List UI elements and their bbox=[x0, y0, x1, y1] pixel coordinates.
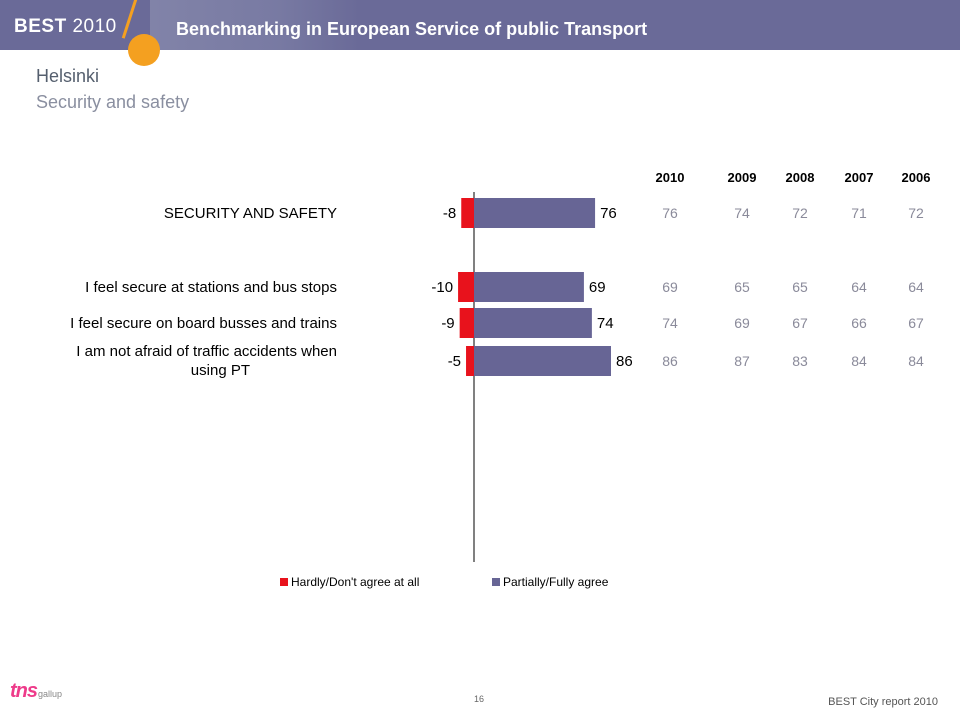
history-value: 83 bbox=[792, 353, 808, 369]
logo-gallup: gallup bbox=[38, 689, 63, 699]
data-label-positive: 74 bbox=[597, 315, 614, 332]
category-label: I feel secure on board busses and trains bbox=[70, 315, 337, 332]
brand-year: 2010 bbox=[72, 16, 117, 37]
category-label: SECURITY AND SAFETY bbox=[164, 205, 337, 222]
history-value: 84 bbox=[851, 353, 867, 369]
page-number: 16 bbox=[474, 694, 485, 704]
data-label-negative: -8 bbox=[443, 205, 456, 222]
data-label-negative: -9 bbox=[441, 315, 454, 332]
history-value: 84 bbox=[908, 353, 924, 369]
brand-logo: BEST 2010 bbox=[14, 16, 117, 38]
data-label-positive: 86 bbox=[616, 353, 633, 370]
legend-swatch-negative bbox=[280, 578, 288, 586]
brand-name: BEST bbox=[14, 16, 67, 37]
history-year-header: 2010 bbox=[656, 170, 685, 185]
category-label: I feel secure at stations and bus stops bbox=[85, 279, 337, 296]
legend-label-positive: Partially/Fully agree bbox=[503, 575, 609, 589]
tns-gallup-logo: tnsgallup bbox=[10, 680, 62, 703]
legend-label-negative: Hardly/Don't agree at all bbox=[291, 575, 420, 589]
history-value: 65 bbox=[792, 279, 808, 295]
history-year-header: 2008 bbox=[786, 170, 815, 185]
footer-report-name: BEST City report 2010 bbox=[828, 696, 938, 708]
bar-positive bbox=[474, 308, 592, 338]
bar-negative bbox=[458, 272, 474, 302]
history-value: 64 bbox=[908, 279, 924, 295]
legend-item-positive: Partially/Fully agree bbox=[492, 575, 608, 589]
history-value: 86 bbox=[662, 353, 678, 369]
bar-positive bbox=[474, 346, 611, 376]
history-value: 76 bbox=[662, 205, 678, 221]
bar-negative bbox=[466, 346, 474, 376]
history-year-header: 2009 bbox=[728, 170, 757, 185]
banner-photo bbox=[150, 0, 360, 50]
logo-tns: tns bbox=[10, 680, 38, 702]
data-label-negative: -10 bbox=[431, 279, 453, 296]
history-year-header: 2007 bbox=[845, 170, 874, 185]
header-tagline: Benchmarking in European Service of publ… bbox=[176, 19, 648, 39]
history-value: 69 bbox=[662, 279, 678, 295]
history-value: 72 bbox=[908, 205, 924, 221]
bar-negative bbox=[459, 308, 474, 338]
legend-swatch-positive bbox=[492, 578, 500, 586]
data-label-positive: 76 bbox=[600, 205, 617, 222]
data-label-negative: -5 bbox=[448, 353, 461, 370]
history-value: 67 bbox=[908, 315, 924, 331]
history-value: 72 bbox=[792, 205, 808, 221]
history-value: 69 bbox=[734, 315, 750, 331]
category-label: I am not afraid of traffic accidents whe… bbox=[76, 343, 337, 360]
bar-positive bbox=[474, 198, 596, 228]
accent-dot bbox=[128, 34, 160, 66]
history-year-header: 2006 bbox=[902, 170, 931, 185]
history-value: 67 bbox=[792, 315, 808, 331]
history-value: 71 bbox=[851, 205, 867, 221]
history-value: 64 bbox=[851, 279, 867, 295]
history-value: 66 bbox=[851, 315, 867, 331]
history-value: 74 bbox=[734, 205, 750, 221]
history-value: 65 bbox=[734, 279, 750, 295]
history-value: 74 bbox=[662, 315, 678, 331]
page-title: Helsinki bbox=[36, 66, 100, 86]
data-label-positive: 69 bbox=[589, 279, 606, 296]
bar-negative bbox=[461, 198, 474, 228]
legend-item-negative: Hardly/Don't agree at all bbox=[280, 575, 419, 589]
history-value: 87 bbox=[734, 353, 750, 369]
page-subtitle: Security and safety bbox=[36, 92, 190, 112]
bar-positive bbox=[474, 272, 584, 302]
header-banner: BEST 2010 Benchmarking in European Servi… bbox=[0, 0, 960, 50]
category-label-line2: using PT bbox=[191, 362, 250, 379]
